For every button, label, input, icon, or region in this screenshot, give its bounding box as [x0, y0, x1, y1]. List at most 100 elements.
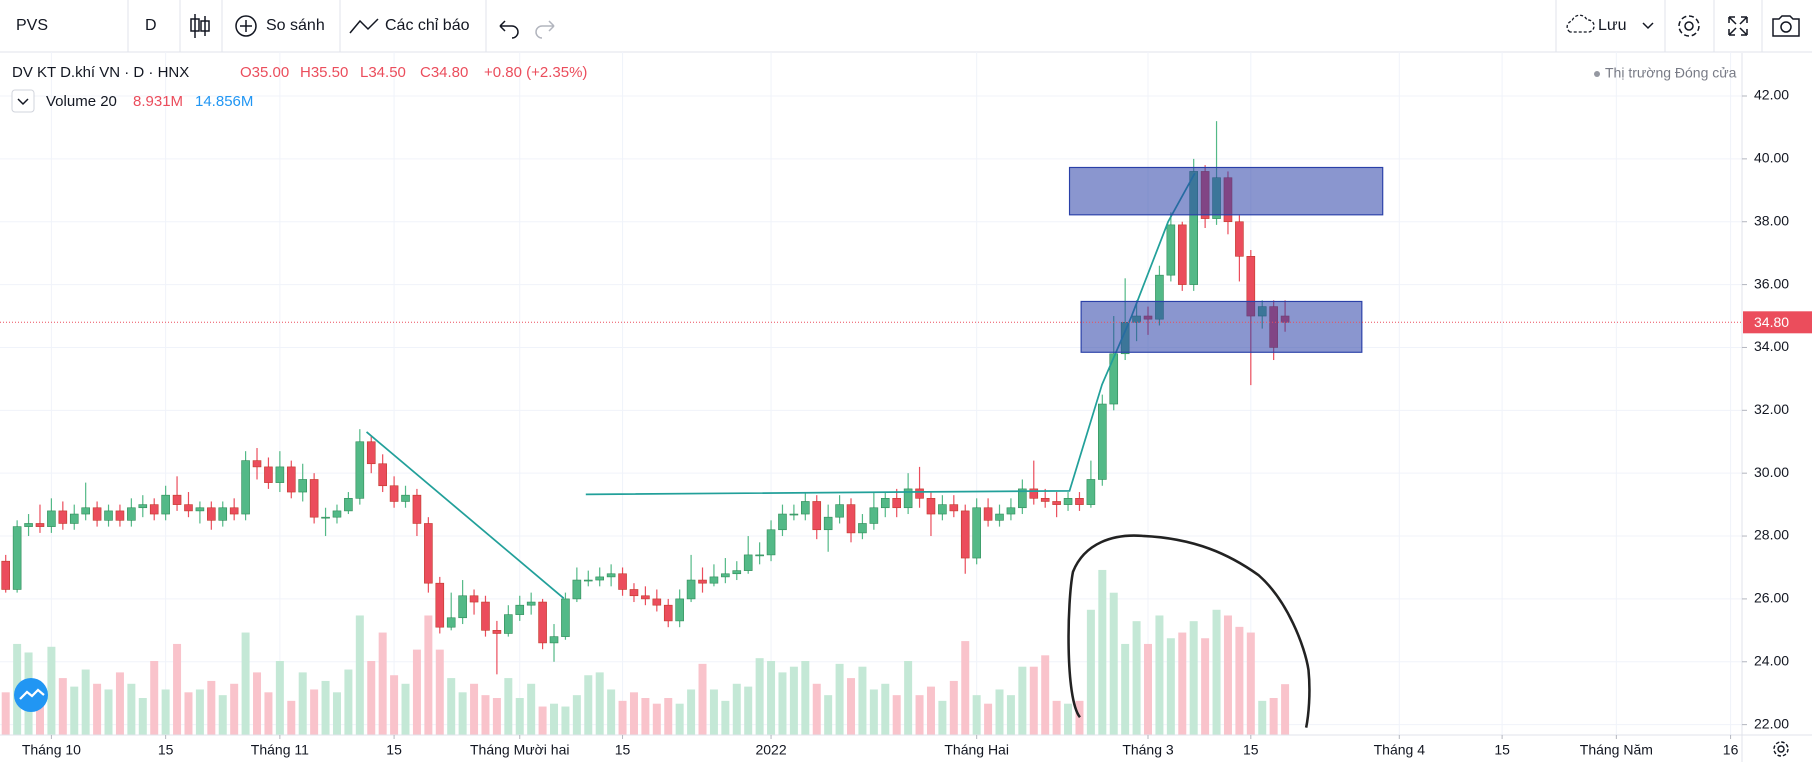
candle-body — [1018, 488, 1027, 509]
change: +0.80 (+2.35%) — [484, 64, 587, 81]
candle-body — [835, 504, 844, 518]
toolbar-bg — [0, 0, 1812, 52]
fullscreen-icon[interactable] — [1728, 16, 1748, 36]
chart-style-icon[interactable] — [190, 14, 210, 38]
x-tick-label: Tháng 11 — [251, 742, 309, 758]
x-tick-label: 15 — [1494, 742, 1510, 758]
candle-body — [184, 504, 193, 512]
volume-bar — [447, 678, 456, 735]
candle-body — [309, 479, 319, 518]
x-tick-label: 2022 — [755, 742, 786, 758]
candle-body — [538, 601, 547, 644]
candle-body — [1040, 498, 1050, 502]
volume-bar — [1212, 609, 1221, 735]
y-tick-label: 28.00 — [1754, 527, 1789, 543]
candle-body — [960, 510, 970, 559]
candle-body — [675, 598, 684, 622]
candle-body — [926, 498, 936, 515]
drawings — [365, 166, 1384, 728]
screenshot-icon[interactable] — [1772, 15, 1800, 37]
candle-body — [526, 601, 536, 606]
volume-bar — [744, 686, 753, 735]
volume-bar — [367, 661, 376, 735]
volume-bar — [847, 678, 856, 735]
candle-body — [892, 498, 901, 509]
volume-bar — [1109, 592, 1118, 735]
y-tick-label: 36.00 — [1754, 275, 1789, 291]
save-icon[interactable] — [1566, 14, 1595, 33]
candle-body — [286, 466, 296, 493]
save-button[interactable]: Lưu — [1598, 17, 1627, 34]
axis-settings-icon[interactable] — [1773, 741, 1789, 757]
redo-icon — [535, 20, 555, 39]
volume-bar — [504, 678, 513, 735]
toolbar: PVS D So sánh Các chỉ báo Lưu — [0, 0, 1812, 53]
volume-bar — [1098, 569, 1107, 735]
candle-body — [583, 579, 593, 582]
volume-bar — [93, 683, 102, 735]
volume-bar — [881, 683, 890, 735]
volume-pane — [1, 569, 1290, 735]
compare-icon[interactable] — [235, 15, 257, 37]
zone-rectangle — [1068, 166, 1384, 216]
symbol[interactable]: PVS — [16, 17, 48, 34]
candle-body — [983, 507, 993, 521]
legend-toggle[interactable] — [11, 89, 35, 113]
candle-body — [858, 523, 867, 534]
candle-body — [938, 504, 947, 515]
candle-body — [732, 570, 742, 575]
last-price-label: 34.80 — [1754, 314, 1789, 330]
candle-body — [138, 504, 148, 509]
symbol-title: DV KT D.khí VN · D · HNX — [12, 64, 189, 81]
volume-bar — [1178, 632, 1187, 735]
volume-bar — [241, 632, 250, 735]
candle-body — [618, 573, 627, 590]
zone-rectangle — [1080, 300, 1363, 353]
candle-body — [504, 614, 513, 634]
x-tick-label: 15 — [386, 742, 402, 758]
volume-bar — [218, 695, 227, 735]
volume-bar — [150, 661, 159, 735]
volume-bar — [424, 615, 433, 735]
volume-bar — [298, 672, 307, 735]
volume-bar — [435, 649, 444, 735]
volume-bar — [310, 689, 319, 735]
volume-bar — [127, 683, 136, 735]
candle-body — [401, 494, 410, 502]
legend-toggle-icon[interactable] — [17, 98, 29, 106]
save-menu[interactable] — [1642, 22, 1654, 30]
last-price-tag — [1743, 311, 1812, 334]
volume-bar — [949, 680, 958, 735]
candle-body — [515, 604, 525, 615]
candle-body — [743, 554, 753, 571]
volume-bar — [470, 683, 479, 735]
undo-icon[interactable] — [499, 20, 519, 39]
settings-icon[interactable] — [1678, 15, 1700, 37]
candle-body — [435, 582, 445, 628]
interval[interactable]: D — [145, 17, 157, 34]
candle-body — [458, 595, 467, 619]
compare-button[interactable]: So sánh — [266, 17, 325, 34]
candle-body — [629, 589, 639, 597]
indicators-icon[interactable] — [349, 18, 379, 34]
y-tick-label: 34.00 — [1754, 338, 1789, 354]
volume-bar — [458, 692, 467, 735]
volume-legend-value: 8.931M — [133, 93, 183, 110]
candle-body — [686, 579, 696, 600]
candle-body — [332, 510, 342, 518]
candle-body — [1166, 224, 1176, 276]
volume-bar — [550, 703, 559, 735]
candle-body — [972, 507, 981, 559]
volume-bar — [926, 686, 935, 735]
volume-bar — [481, 695, 490, 735]
candle-body — [641, 595, 650, 600]
y-tick-label: 32.00 — [1754, 401, 1789, 417]
volume-legend-ma: 14.856M — [195, 93, 253, 110]
indicators-button[interactable]: Các chỉ báo — [385, 17, 470, 34]
candle-body — [469, 595, 479, 603]
candle-body — [801, 501, 810, 515]
volume-bar — [1064, 703, 1073, 735]
volume-bar — [184, 692, 193, 735]
candle-body — [252, 460, 262, 468]
